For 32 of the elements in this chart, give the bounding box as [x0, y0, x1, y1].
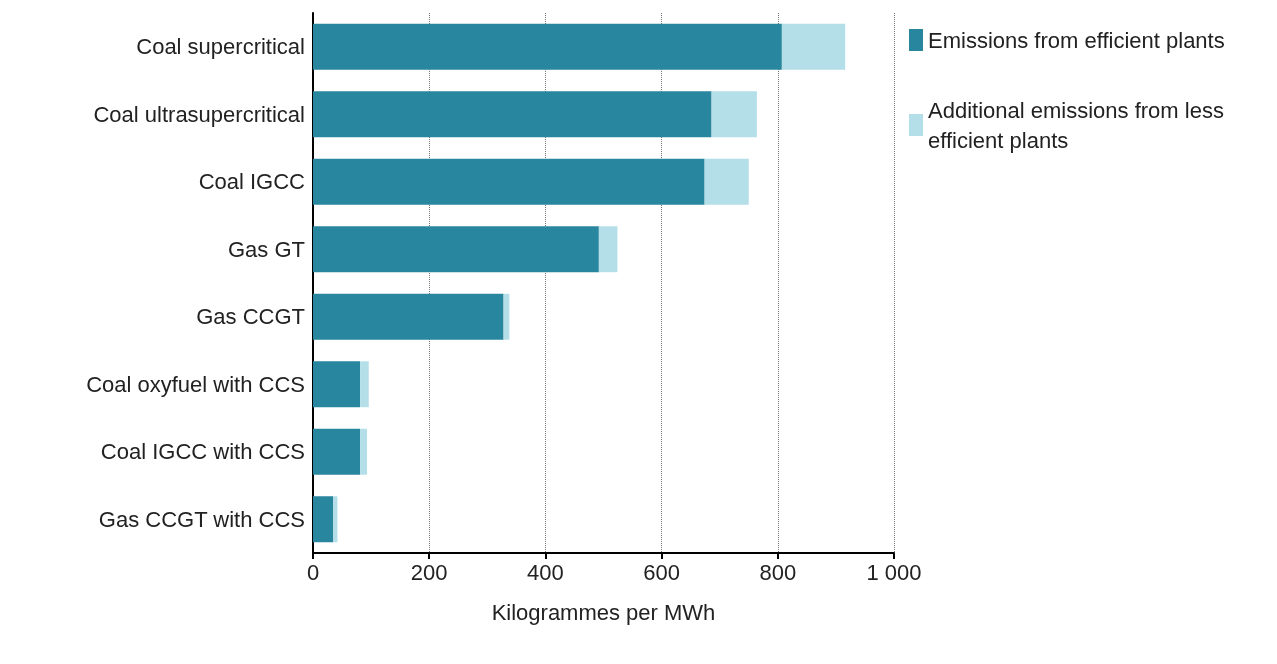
bar [313, 293, 504, 340]
bar [781, 23, 846, 70]
bar [313, 226, 599, 273]
x-tick-label: 400 [527, 559, 564, 585]
bar [313, 23, 782, 70]
bar [313, 91, 712, 138]
x-tick-label: 1 000 [866, 559, 922, 585]
bar [711, 91, 757, 138]
bar [360, 428, 368, 475]
x-tick-label: 600 [643, 559, 680, 585]
bar [333, 496, 338, 543]
y-tick-label: Coal oxyfuel with CCS [86, 371, 305, 397]
legend-label: Additional emissions from less efficient plants [928, 97, 1231, 153]
x-tick-label: 0 [306, 559, 320, 585]
bar [313, 496, 334, 543]
y-tick-label: Gas CCGT [196, 304, 305, 330]
y-tick-label: Coal IGCC [198, 169, 306, 195]
y-tick-label: Gas CCGT with CCS [98, 506, 305, 532]
legend-label: Emissions from efficient plants [928, 27, 1225, 53]
x-axis-title: Kilogrammes per MWh [491, 599, 716, 625]
bar [313, 428, 361, 475]
y-tick-label: Coal ultrasupercritical [93, 101, 305, 127]
y-tick-label: Coal IGCC with CCS [100, 439, 305, 465]
bar [313, 158, 705, 205]
x-tick-label: 800 [759, 559, 797, 585]
x-tick-label: 200 [410, 559, 448, 585]
bar [313, 361, 361, 408]
y-tick-label: Gas GT [227, 236, 305, 262]
y-tick-label: Coal supercritical [136, 34, 305, 60]
bar [598, 226, 618, 273]
bar [704, 158, 749, 205]
bar [360, 361, 369, 408]
